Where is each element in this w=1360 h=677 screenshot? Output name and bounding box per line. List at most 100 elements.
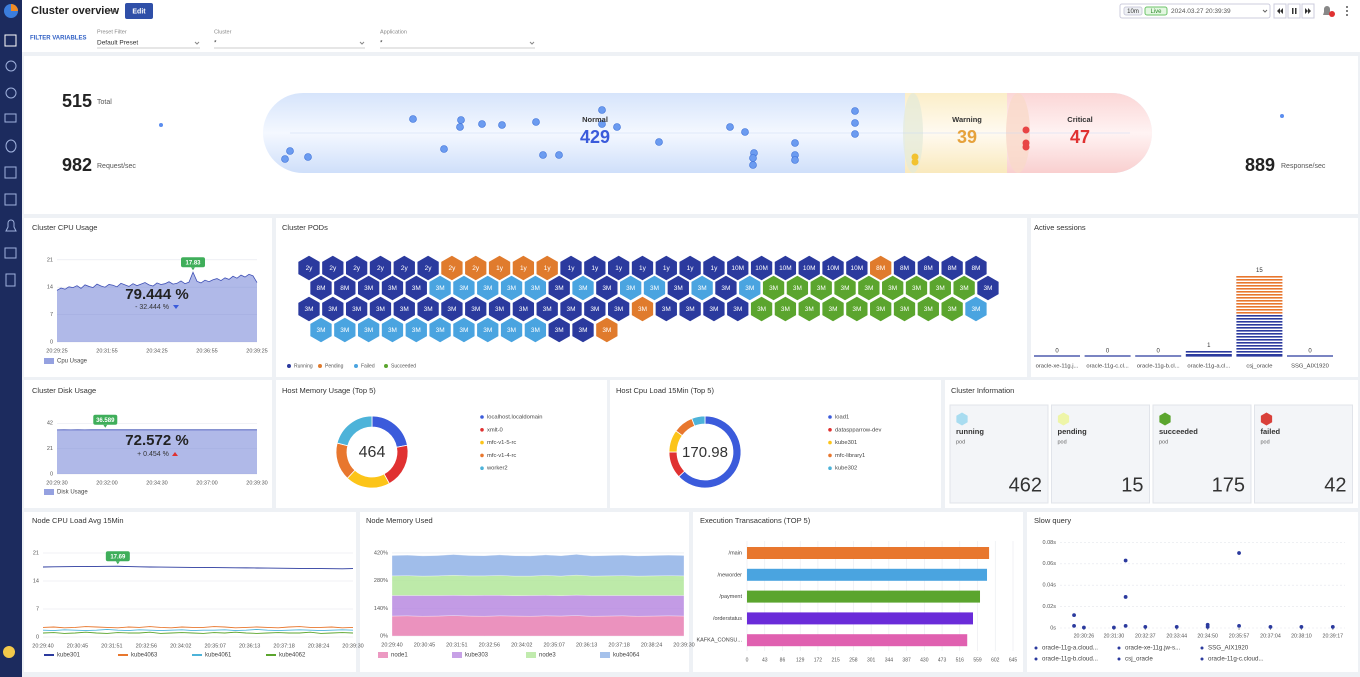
bar[interactable] xyxy=(747,612,973,625)
pod[interactable] xyxy=(643,275,666,301)
pod[interactable] xyxy=(429,317,451,343)
pod[interactable] xyxy=(703,255,725,281)
pod[interactable] xyxy=(488,296,511,322)
pod[interactable] xyxy=(441,255,463,281)
point[interactable] xyxy=(1330,625,1335,629)
pod[interactable] xyxy=(750,296,773,322)
pod[interactable] xyxy=(310,317,332,343)
point[interactable] xyxy=(1205,625,1210,629)
point[interactable] xyxy=(1123,558,1128,563)
pod[interactable] xyxy=(453,317,475,343)
pod[interactable] xyxy=(512,296,535,322)
nav-icon[interactable] xyxy=(5,87,17,99)
pod[interactable] xyxy=(822,296,844,322)
pod[interactable] xyxy=(536,255,558,281)
filter-dropdown[interactable] xyxy=(194,41,200,45)
pod[interactable] xyxy=(750,255,773,281)
pod[interactable] xyxy=(381,317,404,343)
pod[interactable] xyxy=(882,275,904,301)
pod[interactable] xyxy=(405,275,427,301)
pod[interactable] xyxy=(405,317,427,343)
pod[interactable] xyxy=(560,255,582,281)
pod[interactable] xyxy=(441,296,463,322)
pod[interactable] xyxy=(548,275,570,301)
point[interactable] xyxy=(1082,625,1086,630)
point[interactable] xyxy=(1174,625,1179,629)
pod[interactable] xyxy=(810,275,832,301)
edit-button[interactable] xyxy=(125,3,153,19)
point[interactable] xyxy=(1072,613,1076,618)
pod[interactable] xyxy=(334,317,356,343)
pod[interactable] xyxy=(393,255,415,281)
pod[interactable] xyxy=(941,255,963,281)
pod[interactable] xyxy=(893,296,916,322)
avatar[interactable] xyxy=(3,646,15,658)
pod[interactable] xyxy=(584,296,606,322)
pod[interactable] xyxy=(703,296,725,322)
point[interactable] xyxy=(1072,623,1076,628)
filter-dropdown[interactable] xyxy=(529,41,535,45)
pod[interactable] xyxy=(596,317,618,343)
donut-slice[interactable] xyxy=(336,415,373,447)
pod[interactable] xyxy=(977,275,999,301)
point[interactable] xyxy=(1123,595,1128,599)
pod[interactable] xyxy=(631,296,654,322)
point[interactable] xyxy=(1299,625,1304,629)
pod[interactable] xyxy=(596,275,618,301)
bar[interactable] xyxy=(747,634,968,647)
nav-icon[interactable] xyxy=(4,166,17,179)
pod[interactable] xyxy=(608,255,630,281)
bell-icon[interactable] xyxy=(1323,6,1331,15)
pod[interactable] xyxy=(488,255,511,281)
pod[interactable] xyxy=(560,296,582,322)
point[interactable] xyxy=(1237,551,1241,555)
pod[interactable] xyxy=(477,317,499,343)
pod[interactable] xyxy=(310,275,332,301)
pod[interactable] xyxy=(774,296,797,322)
pod[interactable] xyxy=(357,317,380,343)
pod[interactable] xyxy=(727,296,749,322)
pod[interactable] xyxy=(322,255,344,281)
nav-icon[interactable] xyxy=(4,113,17,123)
pod[interactable] xyxy=(929,275,951,301)
nav-icon[interactable] xyxy=(4,193,17,206)
pod[interactable] xyxy=(965,296,987,322)
pod[interactable] xyxy=(334,275,356,301)
pod[interactable] xyxy=(477,275,499,301)
nav-icon[interactable] xyxy=(4,34,17,47)
pod[interactable] xyxy=(870,255,892,281)
more-icon[interactable] xyxy=(1346,6,1348,16)
pause-button[interactable] xyxy=(1287,3,1301,19)
time-dropdown[interactable] xyxy=(1262,9,1268,13)
nav-icon[interactable] xyxy=(4,247,17,259)
pod[interactable] xyxy=(798,255,820,281)
pod[interactable] xyxy=(834,275,856,301)
nav-icon[interactable] xyxy=(5,60,17,72)
pod[interactable] xyxy=(417,296,439,322)
pod[interactable] xyxy=(953,275,975,301)
pod[interactable] xyxy=(417,255,439,281)
pod[interactable] xyxy=(572,275,594,301)
pod[interactable] xyxy=(298,255,320,281)
pod[interactable] xyxy=(786,275,809,301)
pod[interactable] xyxy=(322,296,344,322)
pod[interactable] xyxy=(762,275,785,301)
pod[interactable] xyxy=(345,296,368,322)
pod[interactable] xyxy=(655,255,677,281)
pod[interactable] xyxy=(655,296,677,322)
pod[interactable] xyxy=(548,317,570,343)
pod[interactable] xyxy=(691,275,713,301)
point[interactable] xyxy=(1237,623,1241,628)
pod[interactable] xyxy=(965,255,987,281)
bar[interactable] xyxy=(747,568,988,581)
pod[interactable] xyxy=(524,317,547,343)
point[interactable] xyxy=(1112,625,1116,630)
pod[interactable] xyxy=(715,275,737,301)
pod[interactable] xyxy=(679,296,701,322)
pod[interactable] xyxy=(631,255,654,281)
pod[interactable] xyxy=(512,255,535,281)
pod[interactable] xyxy=(739,275,761,301)
pod[interactable] xyxy=(572,317,594,343)
pod[interactable] xyxy=(465,255,487,281)
pod[interactable] xyxy=(608,296,630,322)
